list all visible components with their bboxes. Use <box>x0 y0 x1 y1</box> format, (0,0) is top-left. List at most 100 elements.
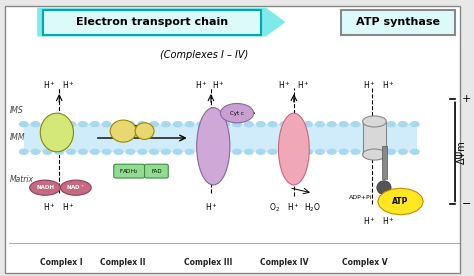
Text: NAD$^+$: NAD$^+$ <box>66 183 85 192</box>
Circle shape <box>328 149 336 154</box>
Circle shape <box>292 149 301 154</box>
Text: H$^+$: H$^+$ <box>382 215 395 227</box>
Circle shape <box>55 122 64 127</box>
FancyBboxPatch shape <box>145 164 168 178</box>
Ellipse shape <box>377 181 391 195</box>
Circle shape <box>268 122 277 127</box>
Circle shape <box>19 122 28 127</box>
Circle shape <box>375 149 383 154</box>
Circle shape <box>363 149 372 154</box>
Circle shape <box>268 149 277 154</box>
Circle shape <box>387 122 395 127</box>
Text: Complex II: Complex II <box>100 258 146 267</box>
Text: (Complexes I – IV): (Complexes I – IV) <box>160 50 248 60</box>
Circle shape <box>316 149 324 154</box>
Text: Q-10: Q-10 <box>132 125 152 134</box>
Circle shape <box>185 122 194 127</box>
Text: Matrix: Matrix <box>9 175 34 184</box>
Circle shape <box>67 149 75 154</box>
Text: H$^+$: H$^+$ <box>62 201 75 213</box>
Text: H$^+$: H$^+$ <box>43 79 56 91</box>
Text: Complex I: Complex I <box>40 258 83 267</box>
Text: H$^+$: H$^+$ <box>43 201 56 213</box>
Text: Complex V: Complex V <box>342 258 388 267</box>
Circle shape <box>375 122 383 127</box>
Ellipse shape <box>197 108 230 185</box>
Circle shape <box>256 122 265 127</box>
Ellipse shape <box>110 120 137 142</box>
Text: +: + <box>462 94 472 104</box>
Circle shape <box>221 149 229 154</box>
Circle shape <box>43 122 52 127</box>
Circle shape <box>79 122 87 127</box>
Ellipse shape <box>29 180 61 195</box>
Text: H$^+$: H$^+$ <box>382 79 395 91</box>
Circle shape <box>102 122 111 127</box>
Circle shape <box>126 149 135 154</box>
Text: H$^+$: H$^+$ <box>278 79 291 91</box>
Circle shape <box>339 122 348 127</box>
Circle shape <box>221 122 229 127</box>
Circle shape <box>410 122 419 127</box>
Circle shape <box>126 122 135 127</box>
Circle shape <box>233 122 241 127</box>
Ellipse shape <box>61 180 91 195</box>
Circle shape <box>410 149 419 154</box>
Circle shape <box>292 122 301 127</box>
Circle shape <box>31 149 40 154</box>
Circle shape <box>280 122 289 127</box>
Circle shape <box>91 122 99 127</box>
Text: H$^+$: H$^+$ <box>287 201 301 213</box>
Text: H$^+$: H$^+$ <box>62 79 75 91</box>
Circle shape <box>173 122 182 127</box>
Circle shape <box>197 149 206 154</box>
Text: FAD: FAD <box>151 169 162 174</box>
Text: H$^+$: H$^+$ <box>195 79 208 91</box>
Circle shape <box>197 122 206 127</box>
Text: FADH$_2$: FADH$_2$ <box>119 167 139 176</box>
Bar <box>382 146 387 179</box>
Circle shape <box>304 122 312 127</box>
Circle shape <box>209 122 218 127</box>
Circle shape <box>138 122 146 127</box>
Circle shape <box>138 149 146 154</box>
Text: Electron transport chain: Electron transport chain <box>76 17 228 27</box>
Circle shape <box>209 149 218 154</box>
Text: Complex IV: Complex IV <box>260 258 309 267</box>
Circle shape <box>399 122 407 127</box>
Text: H$^+$: H$^+$ <box>297 79 310 91</box>
Circle shape <box>351 122 360 127</box>
Circle shape <box>55 149 64 154</box>
Text: H$^+$: H$^+$ <box>211 79 225 91</box>
Circle shape <box>114 122 123 127</box>
Text: Cyt c: Cyt c <box>230 111 244 116</box>
Circle shape <box>19 149 28 154</box>
Text: H$_2$O: H$_2$O <box>304 201 321 214</box>
Text: IMM: IMM <box>9 134 25 142</box>
Text: ATP synthase: ATP synthase <box>356 17 440 27</box>
Circle shape <box>43 149 52 154</box>
FancyBboxPatch shape <box>114 164 145 178</box>
Bar <box>24 124 417 152</box>
Text: ATP: ATP <box>392 197 409 206</box>
Text: H$^+$: H$^+$ <box>363 215 376 227</box>
Circle shape <box>150 122 158 127</box>
Circle shape <box>67 122 75 127</box>
Circle shape <box>220 104 254 123</box>
Circle shape <box>256 149 265 154</box>
FancyBboxPatch shape <box>43 10 261 34</box>
Text: Complex III: Complex III <box>184 258 233 267</box>
Text: ΔΨm: ΔΨm <box>457 140 467 164</box>
Circle shape <box>399 149 407 154</box>
Text: H$^+$: H$^+$ <box>363 79 376 91</box>
Circle shape <box>339 149 348 154</box>
Text: IMS: IMS <box>9 106 23 115</box>
Circle shape <box>351 149 360 154</box>
Circle shape <box>162 149 170 154</box>
Text: NADH: NADH <box>36 185 54 190</box>
Circle shape <box>316 122 324 127</box>
Circle shape <box>114 149 123 154</box>
Circle shape <box>245 149 253 154</box>
Circle shape <box>328 122 336 127</box>
Ellipse shape <box>363 116 386 127</box>
